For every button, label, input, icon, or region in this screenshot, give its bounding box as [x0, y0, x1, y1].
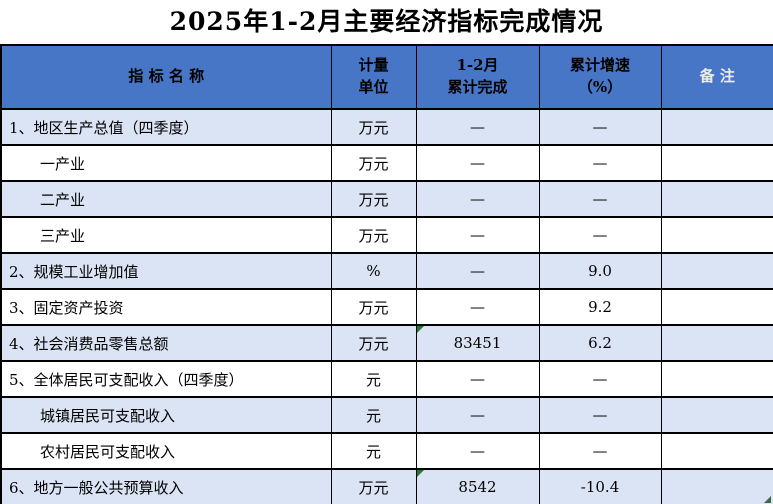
growth-cell[interactable]: 9.2	[538, 288, 662, 326]
fill-handle-triangle	[764, 496, 771, 503]
note-cell[interactable]	[660, 288, 773, 326]
column-header-unit[interactable]: 计量 单位	[330, 44, 417, 110]
note-cell[interactable]	[660, 324, 773, 362]
table-row: 6、地方一般公共预算收入 万元 8542 -10.4	[0, 468, 773, 504]
note-cell[interactable]	[660, 360, 773, 398]
note-cell[interactable]	[660, 144, 773, 182]
growth-cell[interactable]: -10.4	[538, 468, 662, 504]
completed-cell[interactable]: 8542	[415, 468, 540, 504]
note-cell[interactable]	[660, 396, 773, 434]
completed-cell[interactable]: —	[415, 360, 540, 398]
header-row: 指 标 名 称 计量 单位 1-2月 累计完成 累计增速 （%） 备 注	[0, 44, 773, 110]
number-stored-as-text-marker	[417, 471, 424, 477]
indicator-name-cell[interactable]: 二产业	[0, 180, 332, 218]
table-row: 3、固定资产投资 万元 — 9.2	[0, 288, 773, 326]
indicator-name-cell[interactable]: 3、固定资产投资	[0, 288, 332, 326]
unit-cell[interactable]: 万元	[330, 324, 417, 362]
table-row: 5、全体居民可支配收入（四季度） 元 — —	[0, 360, 773, 398]
note-cell[interactable]	[660, 180, 773, 218]
note-cell[interactable]	[660, 108, 773, 146]
note-cell[interactable]	[660, 252, 773, 290]
table-row: 二产业 万元 — —	[0, 180, 773, 218]
indicator-name-cell[interactable]: 6、地方一般公共预算收入	[0, 468, 332, 504]
table-row: 农村居民可支配收入 元 — —	[0, 432, 773, 470]
unit-cell[interactable]: 万元	[330, 468, 417, 504]
growth-cell[interactable]: —	[538, 360, 662, 398]
indicator-name-cell[interactable]: 2、规模工业增加值	[0, 252, 332, 290]
table-row: 4、社会消费品零售总额 万元 83451 6.2	[0, 324, 773, 362]
unit-cell[interactable]: 元	[330, 396, 417, 434]
unit-cell[interactable]: 元	[330, 360, 417, 398]
unit-cell[interactable]: 元	[330, 432, 417, 470]
column-header-growth[interactable]: 累计增速 （%）	[538, 44, 662, 110]
page-title: 2025年1-2月主要经济指标完成情况	[169, 7, 604, 36]
unit-cell[interactable]: 万元	[330, 144, 417, 182]
column-header-indicator-name[interactable]: 指 标 名 称	[0, 44, 332, 110]
note-cell[interactable]	[660, 432, 773, 470]
growth-cell[interactable]: 6.2	[538, 324, 662, 362]
indicator-name-cell[interactable]: 4、社会消费品零售总额	[0, 324, 332, 362]
table-row: 1、地区生产总值（四季度） 万元 — —	[0, 108, 773, 146]
completed-cell[interactable]: —	[415, 396, 540, 434]
table-row: 一产业 万元 — —	[0, 144, 773, 182]
note-cell[interactable]	[660, 216, 773, 254]
indicator-name-cell[interactable]: 三产业	[0, 216, 332, 254]
completed-cell[interactable]: —	[415, 432, 540, 470]
completed-cell[interactable]: —	[415, 252, 540, 290]
number-stored-as-text-marker	[417, 327, 424, 333]
unit-cell[interactable]: 万元	[330, 180, 417, 218]
growth-cell[interactable]: —	[538, 108, 662, 146]
unit-cell[interactable]: 万元	[330, 216, 417, 254]
table-row: 城镇居民可支配收入 元 — —	[0, 396, 773, 434]
completed-cell[interactable]: —	[415, 180, 540, 218]
unit-cell[interactable]: %	[330, 252, 417, 290]
completed-cell[interactable]: 83451	[415, 324, 540, 362]
table-row: 2、规模工业增加值 % — 9.0	[0, 252, 773, 290]
column-header-completed[interactable]: 1-2月 累计完成	[415, 44, 540, 110]
indicators-table: 指 标 名 称 计量 单位 1-2月 累计完成 累计增速 （%） 备 注 1、地…	[0, 44, 773, 504]
indicator-name-cell[interactable]: 一产业	[0, 144, 332, 182]
indicator-name-cell[interactable]: 1、地区生产总值（四季度）	[0, 108, 332, 146]
completed-cell[interactable]: —	[415, 216, 540, 254]
unit-cell[interactable]: 万元	[330, 288, 417, 326]
table-row: 三产业 万元 — —	[0, 216, 773, 254]
indicator-name-cell[interactable]: 5、全体居民可支配收入（四季度）	[0, 360, 332, 398]
column-header-note[interactable]: 备 注	[660, 44, 773, 110]
growth-cell[interactable]: —	[538, 396, 662, 434]
completed-cell[interactable]: —	[415, 108, 540, 146]
growth-cell[interactable]: —	[538, 180, 662, 218]
completed-cell[interactable]: —	[415, 288, 540, 326]
note-cell[interactable]	[660, 468, 773, 504]
completed-cell[interactable]: —	[415, 144, 540, 182]
indicator-name-cell[interactable]: 城镇居民可支配收入	[0, 396, 332, 434]
indicator-name-cell[interactable]: 农村居民可支配收入	[0, 432, 332, 470]
growth-cell[interactable]: —	[538, 144, 662, 182]
growth-cell[interactable]: 9.0	[538, 252, 662, 290]
growth-cell[interactable]: —	[538, 216, 662, 254]
table-body: 1、地区生产总值（四季度） 万元 — — 一产业 万元 — — 二产业 万元 —…	[0, 108, 773, 504]
growth-cell[interactable]: —	[538, 432, 662, 470]
unit-cell[interactable]: 万元	[330, 108, 417, 146]
